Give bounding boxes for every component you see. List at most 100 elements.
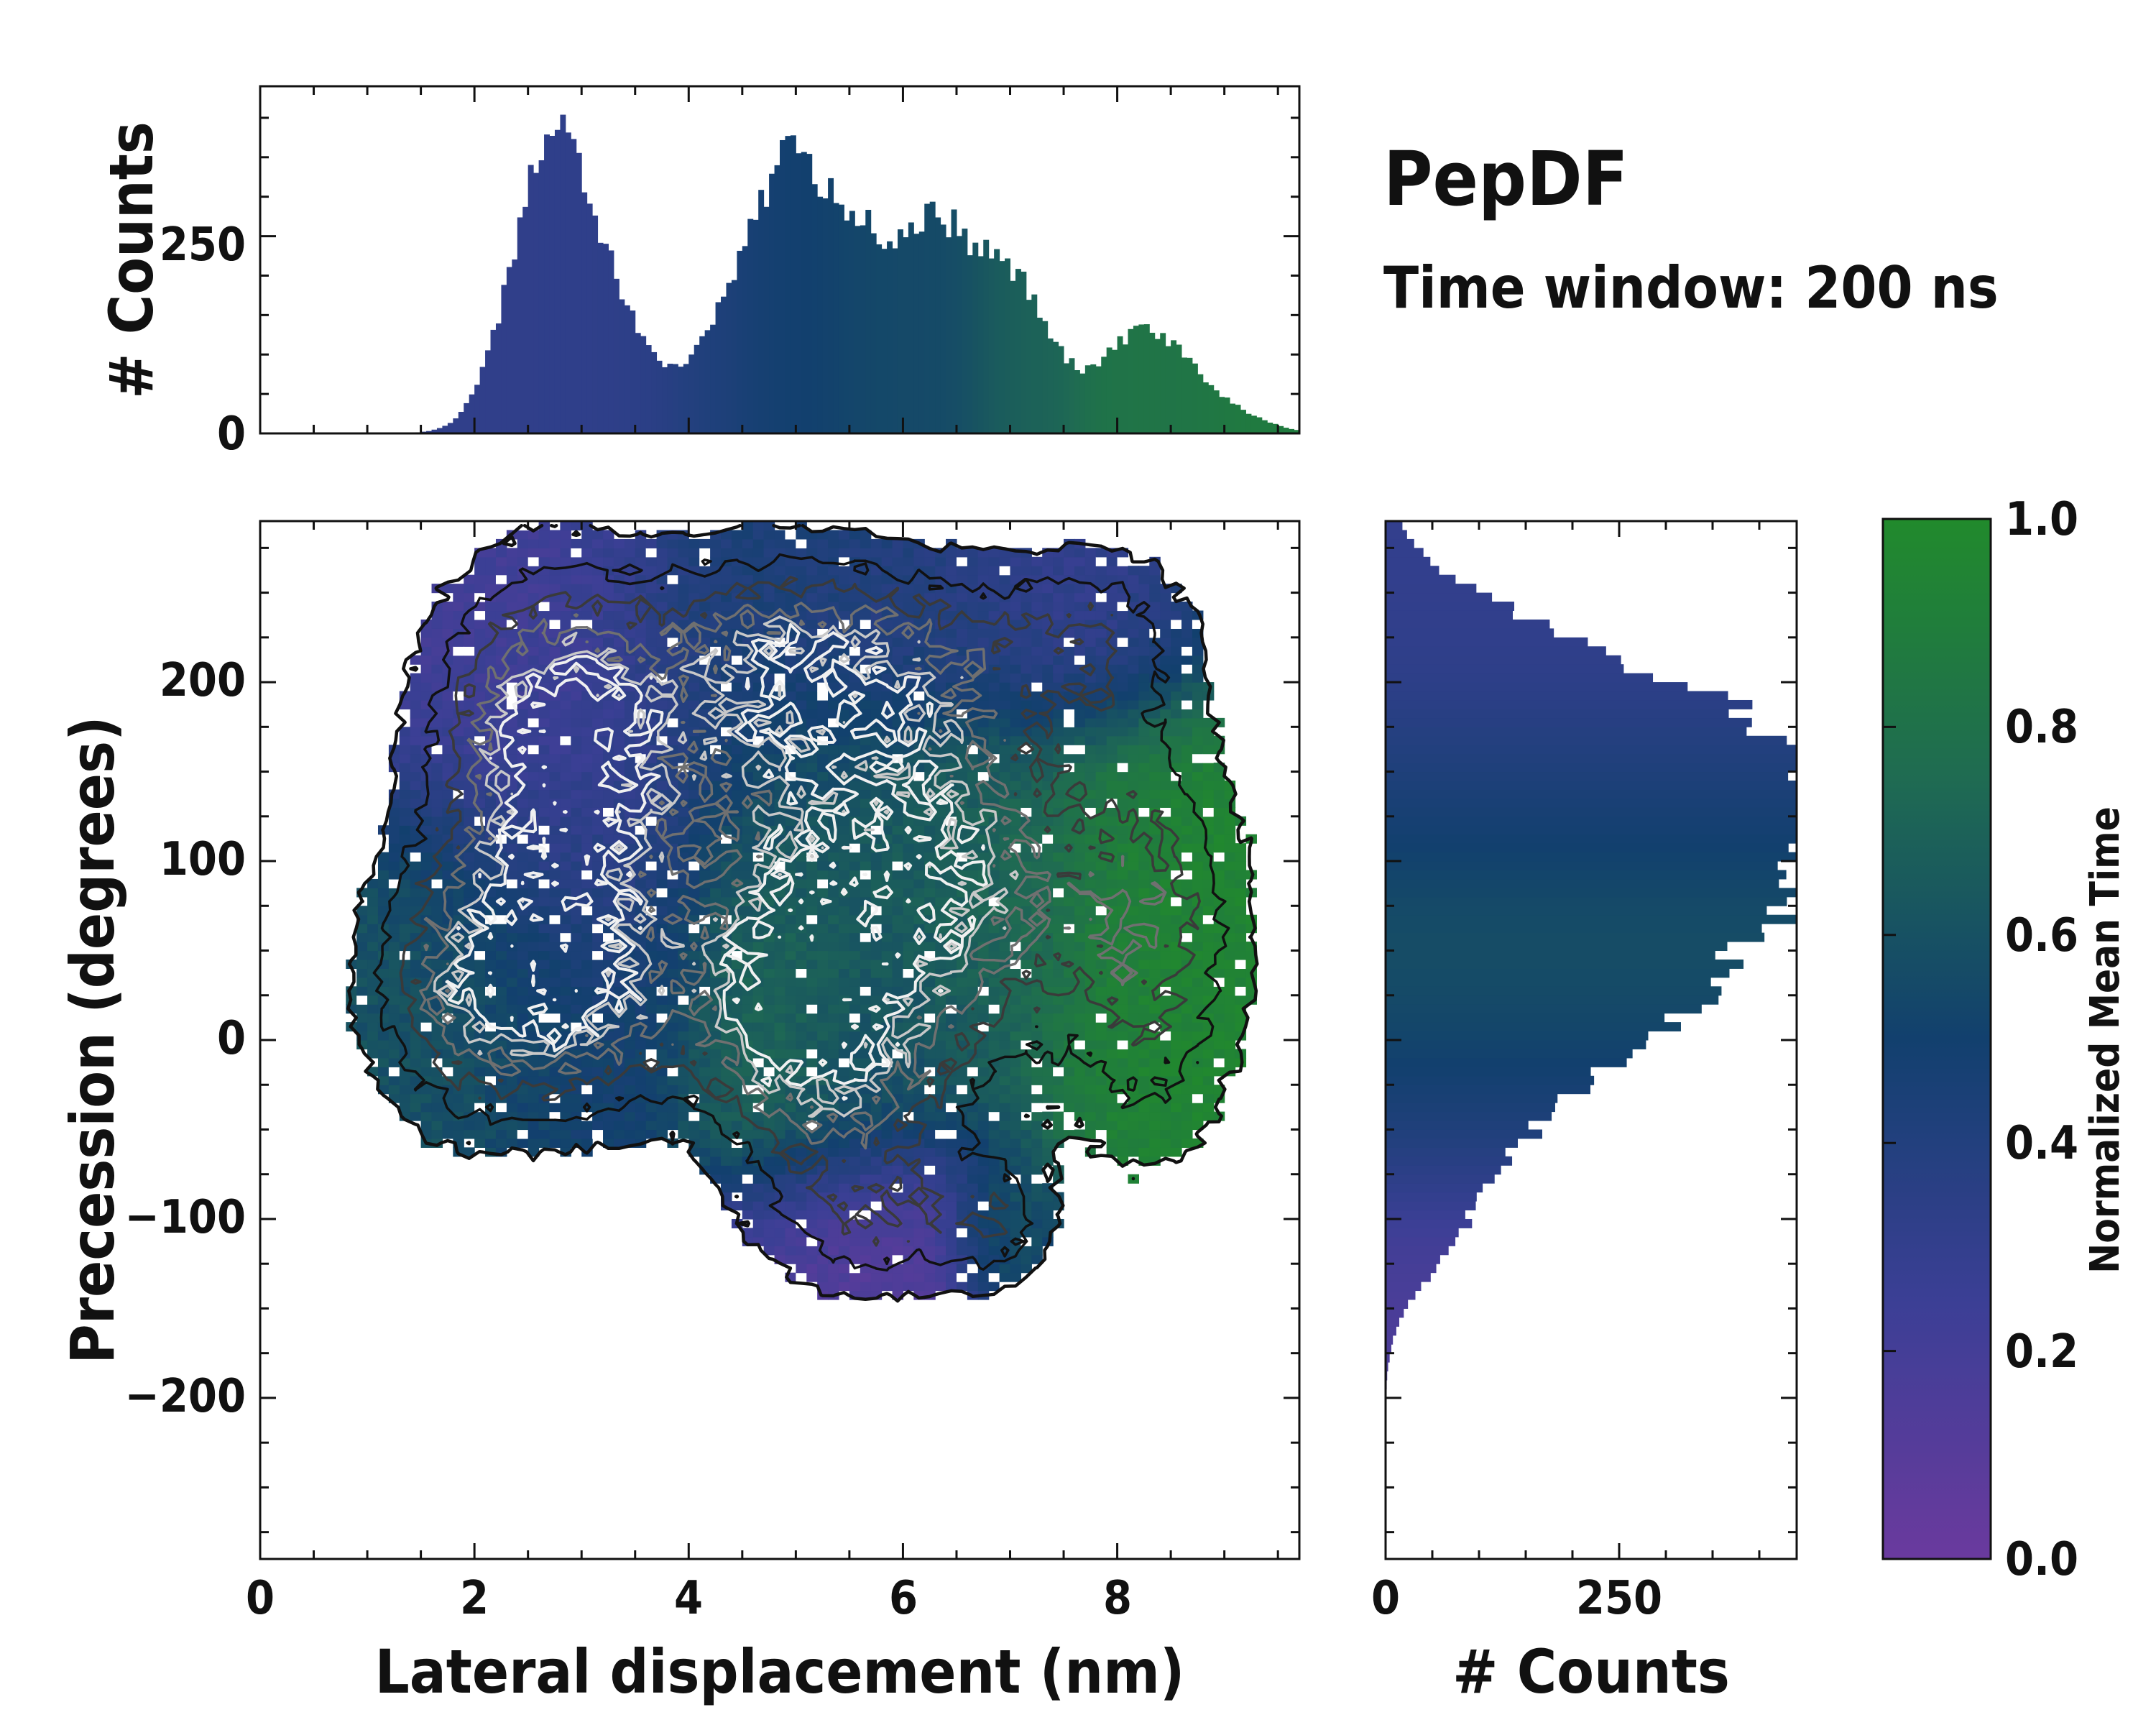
heatmap-cell: [752, 1218, 765, 1229]
heatmap-cell: [1042, 584, 1054, 594]
heatmap-cell: [774, 1013, 786, 1023]
heatmap-cell: [1010, 1004, 1022, 1014]
heatmap-cell: [474, 610, 486, 620]
heatmap-cell: [603, 1093, 614, 1103]
heatmap-cell: [774, 1218, 786, 1229]
heatmap-cell: [806, 1085, 818, 1095]
heatmap-cell: [592, 1013, 604, 1023]
heatmap-cell: [464, 888, 475, 898]
heatmap-cell: [806, 566, 818, 576]
top-histogram-bar: [512, 259, 518, 433]
heatmap-cell: [838, 950, 850, 960]
heatmap-cell: [495, 584, 507, 594]
heatmap-cell: [988, 1147, 1000, 1157]
heatmap-cell: [1021, 1085, 1032, 1095]
heatmap-cell: [388, 932, 400, 942]
heatmap-cell: [935, 1236, 946, 1246]
heatmap-cell: [528, 548, 540, 558]
heatmap-cell: [517, 942, 529, 952]
heatmap-cell: [796, 959, 807, 970]
heatmap-cell: [1021, 1075, 1032, 1085]
heatmap-cell: [431, 682, 443, 692]
heatmap-cell: [935, 566, 946, 576]
heatmap-cell: [999, 1264, 1011, 1274]
heatmap-cell: [838, 825, 850, 835]
heatmap-cell: [1031, 825, 1043, 835]
heatmap-cell: [838, 1147, 850, 1157]
heatmap-cell: [710, 574, 722, 584]
heatmap-cell: [881, 906, 893, 916]
heatmap-cell: [988, 1236, 1000, 1246]
heatmap-cell: [581, 870, 593, 880]
heatmap-cell: [688, 781, 700, 791]
heatmap-cell: [656, 592, 668, 602]
heatmap-cell: [1021, 781, 1032, 791]
heatmap-cell: [881, 1138, 893, 1148]
heatmap-cell: [410, 673, 422, 683]
heatmap-cell: [999, 870, 1011, 880]
heatmap-cell: [678, 548, 689, 558]
heatmap-cell: [485, 584, 497, 594]
heatmap-cell: [999, 664, 1011, 674]
heatmap-cell: [752, 619, 765, 629]
heatmap-cell: [860, 942, 872, 952]
heatmap-cell: [410, 1111, 422, 1121]
heatmap-cell: [946, 1183, 957, 1193]
heatmap-cell: [667, 896, 678, 906]
heatmap-cell: [881, 977, 893, 987]
heatmap-cell: [752, 1147, 765, 1157]
heatmap-cell: [967, 637, 979, 647]
top-histogram-bar: [962, 229, 968, 433]
heatmap-cell: [495, 807, 507, 817]
heatmap-cell: [624, 655, 636, 665]
heatmap-cell: [538, 530, 550, 540]
heatmap-cell: [538, 1085, 550, 1095]
heatmap-cell: [388, 977, 400, 987]
heatmap-cell: [485, 548, 497, 558]
heatmap-cell: [571, 888, 582, 898]
heatmap-cell: [785, 1031, 796, 1041]
heatmap-cell: [1053, 1022, 1064, 1032]
heatmap-cell: [731, 1183, 743, 1193]
heatmap-cell: [860, 968, 872, 978]
heatmap-cell: [817, 1210, 829, 1220]
heatmap-cell: [453, 825, 464, 835]
heatmap-cell: [774, 959, 786, 970]
heatmap-cell: [645, 592, 658, 602]
heatmap-cell: [388, 968, 400, 978]
heatmap-cell: [571, 548, 582, 558]
heatmap-cell: [1010, 1075, 1022, 1085]
heatmap-cell: [571, 727, 582, 737]
heatmap-cell: [924, 1057, 936, 1067]
heatmap-cell: [892, 1236, 904, 1246]
heatmap-cell: [1010, 1210, 1022, 1220]
heatmap-cell: [752, 771, 765, 781]
heatmap-cell: [956, 1085, 968, 1095]
heatmap-cell: [1064, 1075, 1075, 1085]
top-histogram-bar: [1160, 333, 1166, 433]
heatmap-cell: [796, 888, 807, 898]
heatmap-cell: [388, 1085, 400, 1095]
heatmap-cell: [635, 1103, 647, 1113]
heatmap-cell: [506, 1093, 518, 1103]
heatmap-cell: [656, 548, 668, 558]
heatmap-cell: [592, 682, 604, 692]
heatmap-cell: [999, 727, 1011, 737]
heatmap-cell: [828, 1156, 839, 1166]
top-histogram-bar: [485, 350, 491, 433]
heatmap-cell: [592, 709, 604, 719]
heatmap-cell: [1064, 1067, 1075, 1077]
top-histogram-bar: [833, 203, 839, 433]
heatmap-cell: [464, 861, 475, 871]
heatmap-cell: [967, 807, 979, 817]
heatmap-cell: [495, 942, 507, 952]
heatmap-cell: [678, 834, 689, 844]
heatmap-cell: [903, 1210, 914, 1220]
heatmap-cell: [1021, 1138, 1032, 1148]
heatmap-cell: [549, 1121, 561, 1131]
heatmap-cell: [999, 566, 1011, 576]
heatmap-cell: [420, 932, 433, 942]
top-histogram-bar: [1230, 403, 1236, 433]
heatmap-cell: [645, 1121, 658, 1131]
heatmap-cell: [474, 861, 486, 871]
